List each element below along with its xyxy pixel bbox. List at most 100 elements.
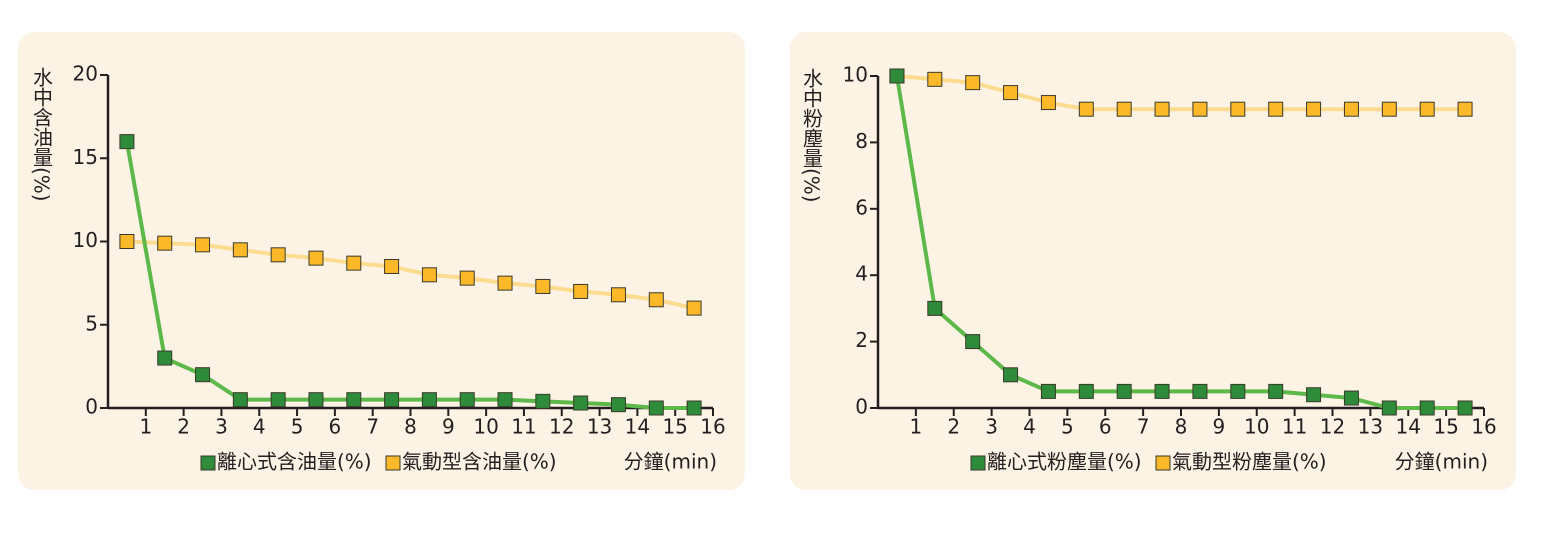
marker (1040, 383, 1056, 399)
marker (421, 267, 437, 283)
x-tick-label: 6 (1099, 415, 1112, 439)
legend-marker (970, 455, 986, 471)
marker (889, 68, 905, 84)
legend-marker (200, 455, 216, 471)
x-tick-label: 2 (947, 415, 960, 439)
series-line (126, 239, 695, 311)
marker (1343, 390, 1359, 406)
marker (195, 367, 211, 383)
marker (1116, 101, 1132, 117)
marker (384, 258, 400, 274)
x-tick-label: 3 (985, 415, 998, 439)
y-tick-label: 15 (73, 145, 98, 169)
marker (535, 393, 551, 409)
x-tick-label: 9 (1213, 415, 1226, 439)
marker (1230, 383, 1246, 399)
marker (1192, 101, 1208, 117)
marker (232, 392, 248, 408)
y-axis-label: 水中含油量(%) (30, 67, 54, 202)
marker (1040, 95, 1056, 111)
marker (497, 392, 513, 408)
marker (1154, 383, 1170, 399)
x-axis-label: 分鐘(min) (624, 450, 717, 474)
marker (1306, 387, 1322, 403)
marker (346, 392, 362, 408)
series-line (894, 75, 1466, 410)
marker (1003, 85, 1019, 101)
x-tick-label: 14 (625, 415, 650, 439)
series-line (896, 74, 1466, 112)
marker (195, 237, 211, 253)
legend-marker (385, 455, 401, 471)
marker (232, 242, 248, 258)
y-tick-label: 20 (73, 62, 98, 86)
marker (1230, 101, 1246, 117)
marker (497, 275, 513, 291)
y-tick-label: 4 (855, 262, 868, 286)
x-tick-label: 3 (215, 415, 228, 439)
x-tick-label: 6 (329, 415, 342, 439)
marker (119, 134, 135, 150)
x-tick-label: 8 (404, 415, 417, 439)
x-tick-label: 4 (253, 415, 266, 439)
marker (965, 75, 981, 91)
marker (1078, 101, 1094, 117)
x-tick-label: 11 (1282, 415, 1307, 439)
marker (270, 392, 286, 408)
marker (1003, 367, 1019, 383)
x-tick-label: 5 (291, 415, 304, 439)
legend-label: 氣動型含油量(%) (402, 450, 557, 474)
y-tick-label: 0 (855, 395, 868, 419)
y-tick-label: 2 (855, 328, 868, 352)
x-tick-label: 9 (442, 415, 455, 439)
marker (1116, 383, 1132, 399)
marker (927, 71, 943, 87)
panel (790, 32, 1516, 490)
marker (459, 270, 475, 286)
marker (308, 392, 324, 408)
legend-label: 離心式粉塵量(%) (987, 450, 1142, 474)
x-tick-label: 16 (1471, 415, 1496, 439)
marker (927, 300, 943, 316)
marker (1306, 101, 1322, 117)
y-tick-label: 10 (843, 63, 868, 87)
marker (1154, 101, 1170, 117)
x-tick-label: 7 (366, 415, 379, 439)
x-tick-label: 16 (700, 415, 725, 439)
y-tick-label: 8 (855, 129, 868, 153)
marker (157, 350, 173, 366)
marker (1192, 383, 1208, 399)
marker (610, 287, 626, 303)
y-tick-label: 10 (73, 228, 98, 252)
marker (1268, 101, 1284, 117)
marker (119, 234, 135, 249)
x-tick-label: 10 (473, 415, 498, 439)
y-tick-label: 6 (855, 195, 868, 219)
marker (1457, 400, 1473, 416)
marker (610, 397, 626, 413)
legend-label: 氣動型粉塵量(%) (1172, 450, 1327, 474)
marker (421, 392, 437, 408)
x-tick-label: 1 (139, 415, 152, 439)
y-axis-label: 水中粉塵量(%) (800, 68, 824, 203)
x-tick-label: 15 (1433, 415, 1458, 439)
marker (535, 278, 551, 294)
marker (1419, 101, 1435, 117)
marker (573, 395, 589, 411)
x-tick-label: 11 (511, 415, 536, 439)
y-tick-label: 5 (85, 311, 98, 335)
marker (686, 300, 702, 316)
x-tick-label: 10 (1244, 415, 1269, 439)
marker (1381, 400, 1397, 416)
marker (384, 392, 400, 408)
marker (573, 283, 589, 299)
legend-marker (1155, 455, 1171, 471)
x-tick-label: 12 (1320, 415, 1345, 439)
marker (346, 255, 362, 271)
legend-label: 離心式含油量(%) (217, 450, 372, 474)
marker (648, 292, 664, 308)
marker (1343, 101, 1359, 117)
marker (1078, 383, 1094, 399)
series-line (124, 141, 695, 410)
